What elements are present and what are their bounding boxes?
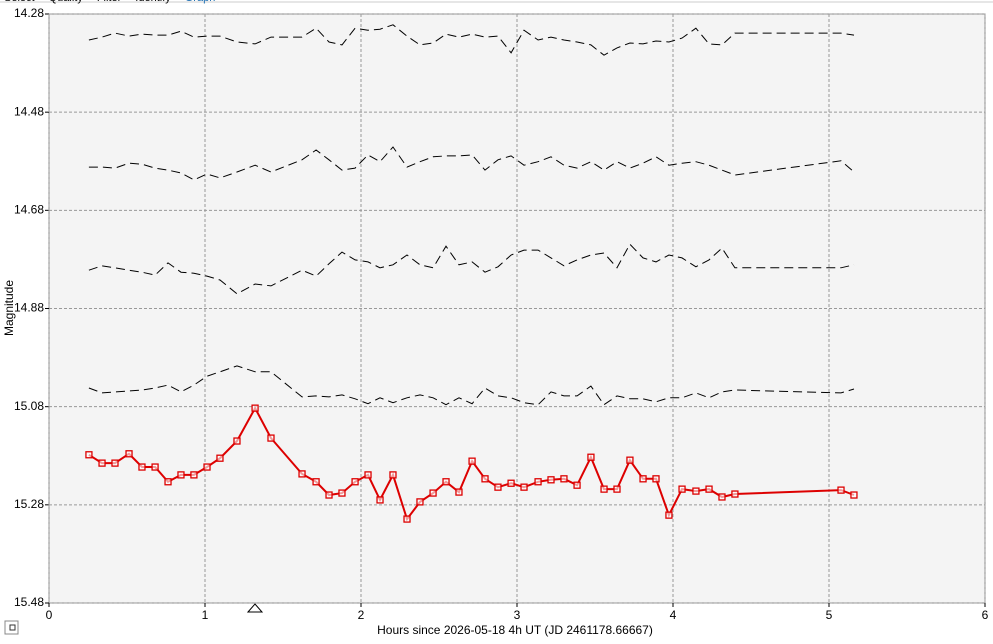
data-point [652, 475, 660, 483]
data-point [442, 478, 450, 486]
time-marker [246, 603, 264, 613]
data-point [600, 485, 608, 493]
data-point [85, 451, 93, 459]
series-line [88, 243, 855, 295]
data-point [151, 463, 159, 471]
data-point [351, 478, 359, 486]
series-line [88, 146, 855, 181]
data-point [389, 471, 397, 479]
series-line [88, 365, 855, 406]
data-point [573, 481, 581, 489]
data-point [338, 489, 346, 497]
data-point [111, 459, 119, 467]
data-point [718, 493, 726, 501]
data-point [138, 463, 146, 471]
y-axis-label: Magnitude [2, 280, 16, 336]
data-point [850, 491, 858, 499]
data-point [403, 515, 411, 523]
data-point [251, 404, 259, 412]
y-tick-label: 14.28 [14, 6, 44, 20]
data-point [267, 434, 275, 442]
y-tick-label: 14.88 [14, 301, 44, 315]
x-tick-label: 5 [826, 608, 833, 622]
y-tick-label: 15.28 [14, 497, 44, 511]
data-point [613, 485, 621, 493]
data-point [692, 487, 700, 495]
data-point [376, 496, 384, 504]
data-point [665, 511, 673, 519]
data-point [468, 457, 476, 465]
data-point [298, 470, 306, 478]
data-point [164, 478, 172, 486]
data-point [837, 486, 845, 494]
data-point [364, 471, 372, 479]
y-tick-label: 15.48 [14, 595, 44, 609]
data-point [455, 488, 463, 496]
x-tick-label: 0 [46, 608, 53, 622]
data-point [626, 456, 634, 464]
x-tick-label: 1 [202, 608, 209, 622]
data-point [203, 463, 211, 471]
x-axis-label: Hours since 2026-05-18 4h UT (JD 2461178… [377, 623, 653, 637]
data-point [216, 454, 224, 462]
y-tick-label: 14.48 [14, 104, 44, 118]
x-tick-label: 4 [670, 608, 677, 622]
y-tick-label: 14.68 [14, 203, 44, 217]
tab[interactable]: Graph [185, 0, 216, 4]
data-point [325, 491, 333, 499]
data-point [481, 475, 489, 483]
data-point [233, 437, 241, 445]
data-point [534, 478, 542, 486]
data-point [639, 475, 647, 483]
tab[interactable]: Select [4, 0, 35, 4]
tab[interactable]: Identify [135, 0, 171, 4]
data-point [587, 453, 595, 461]
x-tick-label: 6 [982, 608, 989, 622]
tab[interactable]: Filter [97, 0, 122, 4]
data-point [560, 475, 568, 483]
data-point [177, 471, 185, 479]
data-point [507, 479, 515, 487]
data-point [494, 483, 502, 491]
data-point [705, 485, 713, 493]
data-point [98, 459, 106, 467]
data-point [429, 489, 437, 497]
data-point [312, 478, 320, 486]
data-point [520, 483, 528, 491]
options-button[interactable] [4, 620, 19, 635]
data-point [416, 498, 424, 506]
data-point [731, 490, 739, 498]
x-tick-label: 3 [514, 608, 521, 622]
x-tick-label: 2 [358, 608, 365, 622]
data-point [190, 471, 198, 479]
y-tick-label: 15.08 [14, 399, 44, 413]
data-point [125, 450, 133, 458]
tab[interactable]: Quality [49, 0, 84, 4]
series-line [88, 24, 855, 56]
options-icon [9, 624, 16, 631]
data-point [678, 485, 686, 493]
data-point [547, 476, 555, 484]
